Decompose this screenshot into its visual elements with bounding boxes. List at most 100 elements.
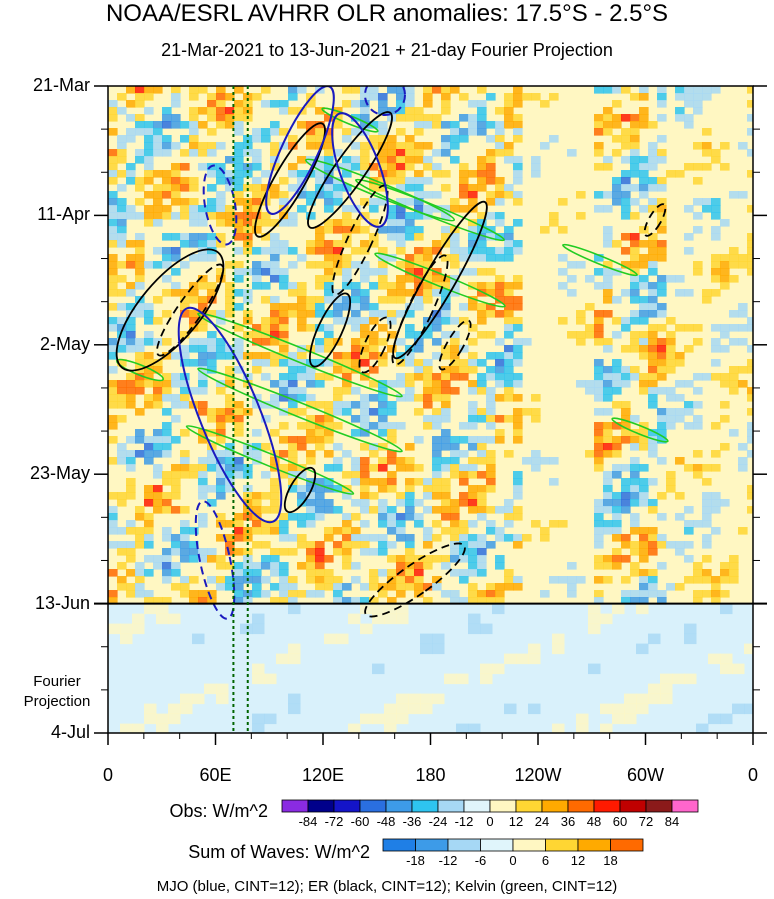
field-cell (621, 191, 631, 199)
field-cell (414, 590, 424, 598)
field-cell (306, 513, 316, 521)
field-cell (162, 373, 172, 381)
field-cell (513, 422, 523, 430)
field-cell (468, 590, 478, 598)
field-cell (702, 464, 712, 472)
field-cell (585, 331, 595, 339)
field-cell (198, 149, 208, 157)
field-cell (657, 254, 667, 262)
field-cell (630, 548, 640, 556)
field-cell (396, 338, 406, 346)
field-cell (216, 205, 226, 213)
field-cell (279, 394, 289, 402)
field-cell (108, 317, 118, 325)
field-cell (378, 135, 388, 143)
field-cell (630, 527, 640, 535)
field-cell (414, 198, 424, 206)
field-cell (126, 317, 136, 325)
field-cell (612, 436, 622, 444)
field-cell (108, 597, 118, 605)
field-cell (720, 380, 730, 388)
colorbar-tick-label: -36 (402, 814, 422, 829)
field-cell (675, 86, 685, 94)
field-cell (297, 303, 307, 311)
field-cell (378, 513, 388, 521)
field-cell (108, 415, 118, 423)
field-cell (657, 282, 667, 290)
field-cell (486, 247, 496, 255)
field-cell (369, 548, 379, 556)
field-cell (108, 128, 118, 136)
field-cell (180, 261, 190, 269)
field-cell (288, 352, 298, 360)
field-cell (405, 492, 415, 500)
field-cell (315, 121, 325, 129)
field-cell (441, 142, 451, 150)
field-cell (495, 254, 505, 262)
field-cell (639, 527, 649, 535)
field-cell (252, 191, 262, 199)
field-cell (369, 464, 379, 472)
field-cell (117, 499, 127, 507)
field-cell (144, 499, 154, 507)
field-cell (306, 296, 316, 304)
field-cell (711, 226, 721, 234)
field-cell (126, 492, 136, 500)
field-cell (711, 450, 721, 458)
field-cell (279, 471, 289, 479)
field-cell (423, 359, 433, 367)
field-cell (171, 380, 181, 388)
field-cell (225, 212, 235, 220)
field-cell (198, 436, 208, 444)
field-cell (630, 492, 640, 500)
projection-cell (264, 673, 277, 685)
field-cell (360, 394, 370, 402)
field-cell (117, 338, 127, 346)
field-cell (639, 576, 649, 584)
field-cell (324, 275, 334, 283)
field-cell (162, 275, 172, 283)
field-cell (135, 261, 145, 269)
field-cell (171, 548, 181, 556)
field-cell (405, 387, 415, 395)
field-cell (234, 408, 244, 416)
field-cell (711, 338, 721, 346)
field-cell (495, 555, 505, 563)
field-cell (180, 205, 190, 213)
field-cell (477, 219, 487, 227)
colorbar-box (411, 799, 439, 813)
field-cell (369, 317, 379, 325)
field-cell (720, 282, 730, 290)
field-cell (108, 261, 118, 269)
field-cell (684, 464, 694, 472)
field-cell (369, 163, 379, 171)
field-cell (486, 590, 496, 598)
field-cell (387, 177, 397, 185)
projection-cell (372, 613, 385, 625)
field-cell (126, 128, 136, 136)
field-cell (135, 156, 145, 164)
field-cell (162, 107, 172, 115)
field-cell (432, 247, 442, 255)
field-cell (261, 352, 271, 360)
x-tick-label: 0 (747, 765, 758, 785)
field-cell (675, 352, 685, 360)
field-cell (468, 198, 478, 206)
field-cell (378, 548, 388, 556)
field-cell (234, 429, 244, 437)
field-cell (747, 86, 753, 94)
field-cell (234, 471, 244, 479)
field-cell (666, 394, 676, 402)
field-cell (252, 366, 262, 374)
field-cell (315, 513, 325, 521)
field-cell (414, 583, 424, 591)
field-cell (549, 520, 559, 528)
field-cell (693, 86, 703, 94)
field-cell (468, 254, 478, 262)
field-cell (486, 541, 496, 549)
field-cell (693, 387, 703, 395)
field-cell (189, 338, 199, 346)
field-cell (279, 275, 289, 283)
field-cell (639, 499, 649, 507)
field-cell (369, 569, 379, 577)
